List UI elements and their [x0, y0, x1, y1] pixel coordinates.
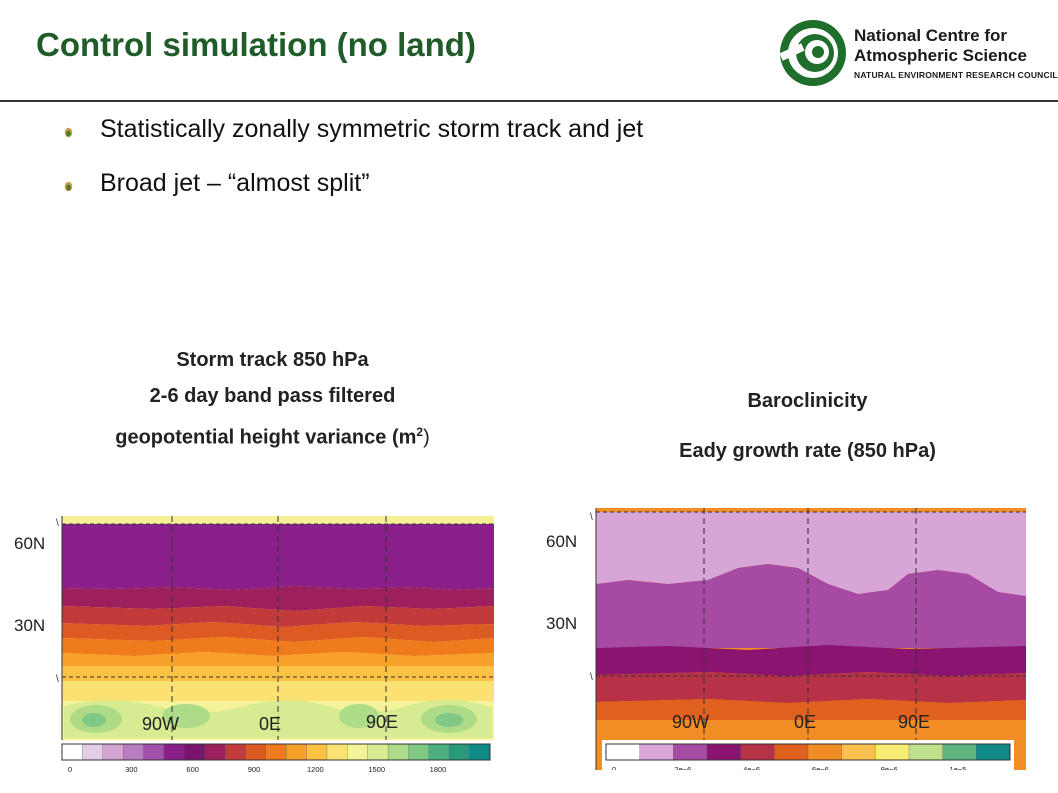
left-colorbar-swatch	[184, 743, 206, 761]
right-colorbar-tick-label: 0	[612, 765, 616, 770]
header-divider	[0, 100, 1058, 102]
left-lon-label-90w: 90W	[142, 714, 179, 734]
right-colorbar-swatch	[639, 743, 674, 761]
svg-text:\: \	[56, 674, 59, 685]
right-lon-label-0e: 0E	[794, 712, 816, 732]
left-lon-label-0e: 0E	[259, 714, 281, 734]
left-colorbar-ticks: 0 300 600 900 1200 1500 1800	[68, 765, 446, 774]
left-colorbar-swatch	[449, 743, 471, 761]
left-title-line1: Storm track 850 hPa	[176, 349, 369, 371]
right-lon-label-90w: 90W	[672, 712, 709, 732]
left-colorbar-tick-label: 1200	[307, 765, 324, 774]
right-lat-label-60n: 60N	[546, 532, 578, 551]
right-colorbar-swatch	[605, 743, 641, 761]
left-colorbar-tick-label: 1500	[368, 765, 385, 774]
left-title-sup: 2	[416, 425, 424, 439]
logo-text-line3: NATURAL ENVIRONMENT RESEARCH COUNCIL	[854, 70, 1058, 80]
right-colorbar-tick-label: 2e−6	[674, 765, 691, 770]
right-colorbar-swatch	[976, 743, 1011, 761]
left-colorbar-border	[61, 743, 491, 761]
left-colorbar-tick-label: 300	[125, 765, 138, 774]
left-title-line3: geopotential height variance (m2)	[40, 414, 505, 456]
left-colorbar-swatch	[143, 743, 165, 761]
left-colorbar-tick-label: 1800	[430, 765, 447, 774]
left-colorbar	[58, 740, 494, 774]
left-colorbar-tick-label: 0	[68, 765, 72, 774]
left-colorbar-swatch	[163, 743, 185, 761]
right-colorbar-swatch	[942, 743, 977, 761]
left-colorbar-swatch	[102, 743, 124, 761]
right-colorbar	[602, 740, 1014, 770]
left-colorbar-tick-label: 900	[248, 765, 261, 774]
left-colorbar-swatch	[224, 743, 246, 761]
storm-track-map: \ \ 90W 0E 90E 0 300 600 900 1200 1500 1800	[56, 516, 494, 774]
right-colorbar-swatch	[875, 743, 910, 761]
left-title-line2: 2-6 day band pass filtered	[149, 385, 396, 407]
right-colorbar-swatch	[841, 743, 876, 761]
ncas-logo-icon	[779, 20, 846, 86]
left-panel-title: Storm track 850 hPa 2-6 day band pass fi…	[40, 342, 505, 456]
bullet-text: Statistically zonally symmetric storm tr…	[100, 115, 644, 143]
right-colorbar-tick-label: 4e−6	[743, 765, 760, 770]
right-colorbar-swatch	[740, 743, 775, 761]
left-colorbar-swatch	[387, 743, 409, 761]
right-colorbar-tick-label: 8e−6	[881, 765, 898, 770]
left-colorbar-swatch	[61, 743, 83, 761]
svg-text:\: \	[56, 518, 59, 529]
left-lat-label-60n: 60N	[14, 534, 46, 553]
right-colorbar-swatch	[673, 743, 708, 761]
bullet-icon	[64, 181, 73, 192]
left-colorbar-swatch	[82, 743, 104, 761]
left-colorbar-swatch	[428, 743, 450, 761]
right-colorbar-swatch	[908, 743, 944, 761]
left-lon-label-90e: 90E	[366, 712, 398, 732]
svg-text:\: \	[590, 512, 593, 523]
left-colorbar-swatch	[286, 743, 308, 761]
left-colorbar-swatch	[265, 743, 287, 761]
bullet-text: Broad jet – “almost split”	[100, 169, 370, 197]
bullet-icon	[64, 127, 73, 138]
left-colorbar-swatch	[245, 743, 267, 761]
left-lat-label-30n: 30N	[14, 616, 46, 635]
left-colorbar-swatch	[326, 743, 348, 761]
right-colorbar-swatch	[807, 743, 843, 761]
right-title-line1: Baroclinicity	[747, 390, 868, 412]
right-colorbar-tick-label: 6e−6	[812, 765, 829, 770]
right-colorbar-tick-label: 1e−5	[950, 765, 967, 770]
right-lat-label-30n: 30N	[546, 614, 578, 633]
left-colorbar-swatch	[122, 743, 144, 761]
left-colorbar-swatch	[469, 743, 491, 761]
left-colorbar-swatch	[204, 743, 226, 761]
left-colorbar-swatch	[367, 743, 389, 761]
left-title-close: )	[423, 426, 430, 449]
left-colorbar-swatch	[306, 743, 328, 761]
right-colorbar-swatch	[774, 743, 809, 761]
eady-growth-map: \ \ 90W 0E 90E 0 2e−6 4e−6 6e−6 8e−6 1e−5	[590, 508, 1026, 770]
svg-text:\: \	[590, 672, 593, 683]
right-colorbar-ticks: 0 2e−6 4e−6 6e−6 8e−6 1e−5	[612, 765, 967, 770]
ncas-logo: National Centre for Atmospheric Science …	[778, 18, 1058, 90]
right-colorbar-border	[605, 743, 1011, 761]
right-colorbar-swatch	[706, 743, 742, 761]
right-title-line2: Eady growth rate (850 hPa)	[679, 440, 936, 462]
slide-title: Control simulation (no land)	[36, 26, 476, 63]
left-colorbar-tick-label: 600	[186, 765, 199, 774]
right-panel-title: Baroclinicity Eady growth rate (850 hPa)	[580, 376, 1035, 476]
left-title-line3-text: geopotential height variance (m	[115, 426, 417, 449]
left-colorbar-swatch	[408, 743, 430, 761]
right-lon-label-90e: 90E	[898, 712, 930, 732]
left-colorbar-swatch	[347, 743, 369, 761]
logo-text-line2: Atmospheric Science	[854, 46, 1027, 65]
logo-text-line1: National Centre for	[854, 26, 1008, 45]
